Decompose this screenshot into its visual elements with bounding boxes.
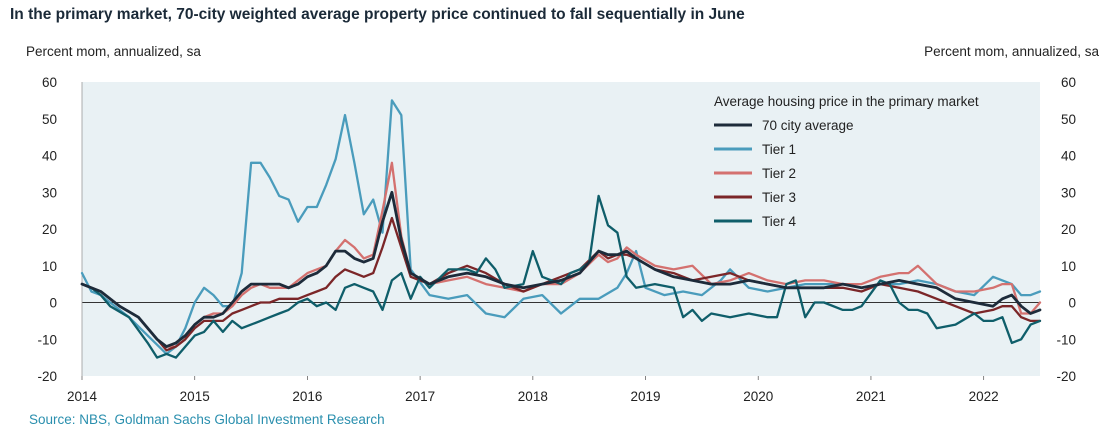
y-tick-label-left: -10 — [37, 332, 57, 347]
y-tick-label-right: 0 — [1068, 296, 1076, 311]
x-axis: 2014 2015 2016 2017 2018 2019 2020 2021 2022 — [67, 82, 999, 404]
y-tick-label-right: 30 — [1061, 185, 1076, 200]
y-tick-label-right: 20 — [1061, 222, 1076, 237]
y-tick-label-left: 20 — [42, 222, 57, 237]
legend-label: Tier 2 — [762, 166, 796, 181]
source-note: Source: NBS, Goldman Sachs Global Invest… — [29, 412, 385, 427]
series-line-70-city-average — [80, 190, 1042, 348]
series-line-tier-2 — [80, 161, 1042, 348]
x-tick-label: 2018 — [518, 389, 548, 404]
legend-title: Average housing price in the primary mar… — [714, 94, 979, 109]
y-tick-label-right: 40 — [1061, 149, 1076, 164]
y-tick-label-left: 40 — [42, 149, 57, 164]
y-tick-label-right: -10 — [1056, 332, 1076, 347]
legend-label: Tier 3 — [762, 190, 796, 205]
legend-label: Tier 1 — [762, 142, 796, 157]
y-tick-label-right: 60 — [1061, 75, 1076, 90]
y-tick-label-left: 60 — [42, 75, 57, 90]
y-tick-label-right: 10 — [1061, 259, 1076, 274]
plot-area — [82, 82, 1040, 376]
x-tick-label: 2022 — [969, 389, 999, 404]
right-axis-unit-label: Percent mom, annualized, sa — [924, 44, 1099, 59]
right-y-axis: 60 50 40 30 20 10 0 -10 -20 — [1056, 75, 1076, 384]
y-tick-label-left: 0 — [49, 296, 57, 311]
chart-title: In the primary market, 70-city weighted … — [10, 6, 745, 23]
y-tick-label-left: 30 — [42, 185, 57, 200]
x-tick-label: 2015 — [180, 389, 210, 404]
series-line-tier-3 — [80, 216, 1042, 352]
left-axis-unit-label: Percent mom, annualized, sa — [26, 44, 201, 59]
x-tick-label: 2014 — [67, 389, 98, 404]
x-tick-label: 2020 — [743, 389, 773, 404]
legend-label: 70 city average — [762, 118, 854, 133]
x-tick-label: 2016 — [292, 389, 322, 404]
legend: Average housing price in the primary mar… — [714, 94, 979, 229]
y-tick-label-left: -20 — [37, 369, 57, 384]
series-lines — [80, 99, 1042, 359]
x-tick-label: 2017 — [405, 389, 435, 404]
x-tick-label: 2021 — [856, 389, 886, 404]
legend-label: Tier 4 — [762, 214, 796, 229]
y-tick-label-right: -20 — [1056, 369, 1076, 384]
left-y-axis: 60 50 40 30 20 10 0 -10 -20 — [37, 75, 57, 384]
x-tick-label: 2019 — [631, 389, 661, 404]
y-tick-label-left: 50 — [42, 112, 57, 127]
y-tick-label-right: 50 — [1061, 112, 1076, 127]
y-tick-label-left: 10 — [42, 259, 57, 274]
